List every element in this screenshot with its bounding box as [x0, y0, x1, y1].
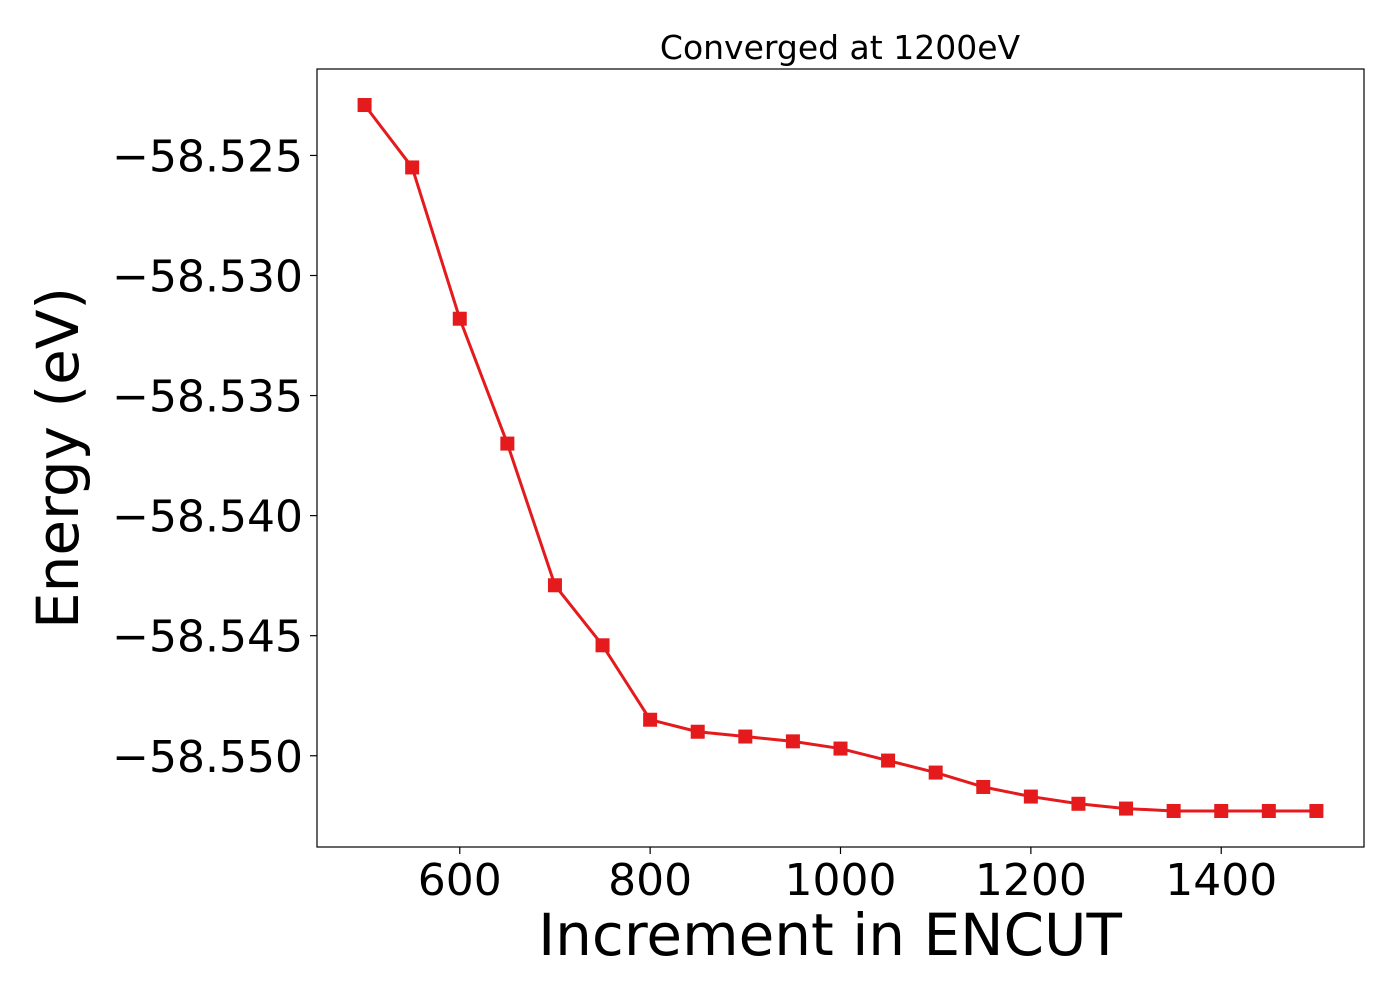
x-tick-label: 1000: [785, 855, 897, 906]
data-point-marker: [976, 779, 991, 794]
series-layer: [357, 98, 1324, 818]
y-tick-label: −58.545: [112, 612, 303, 663]
x-tick-label: 1200: [975, 855, 1087, 906]
data-point-marker: [643, 712, 658, 727]
data-point-marker: [785, 734, 800, 749]
x-axis-label: Increment in ENCUT: [538, 901, 1122, 969]
chart-title: Converged at 1200eV: [660, 28, 1021, 67]
y-tick-label: −58.535: [112, 372, 303, 423]
y-tick-label: −58.525: [112, 131, 303, 182]
y-tick-label: −58.540: [112, 492, 303, 543]
y-tick-label: −58.530: [112, 252, 303, 303]
data-point-marker: [547, 578, 562, 593]
data-point-marker: [690, 724, 705, 739]
data-point-marker: [881, 753, 896, 768]
data-point-marker: [595, 638, 610, 653]
x-tick-label: 600: [418, 855, 502, 906]
data-point-marker: [500, 436, 515, 451]
x-tick-label: 800: [608, 855, 692, 906]
data-point-marker: [1071, 796, 1086, 811]
y-axis-ticks: −58.525 −58.530 −58.535 −58.540 −58.545 −58.5…: [112, 131, 317, 783]
data-point-marker: [928, 765, 943, 780]
series-line: [363, 104, 1317, 813]
data-point-marker: [1309, 803, 1324, 818]
data-point-marker: [1214, 803, 1229, 818]
data-point-marker: [452, 311, 467, 326]
x-tick-label: 1400: [1165, 855, 1277, 906]
x-axis-ticks: 600 800 1000 1200 1400: [418, 847, 1277, 906]
data-point-marker: [833, 741, 848, 756]
data-point-marker: [357, 98, 372, 113]
data-point-marker: [1023, 789, 1038, 804]
data-point-marker: [1261, 803, 1276, 818]
data-point-marker: [1119, 801, 1134, 816]
data-point-marker: [405, 160, 420, 175]
data-point-marker: [1166, 803, 1181, 818]
y-axis-label: Energy (eV): [24, 287, 92, 629]
plot-area-frame: [316, 68, 1365, 848]
data-point-marker: [738, 729, 753, 744]
y-tick-label: −58.550: [112, 732, 303, 783]
